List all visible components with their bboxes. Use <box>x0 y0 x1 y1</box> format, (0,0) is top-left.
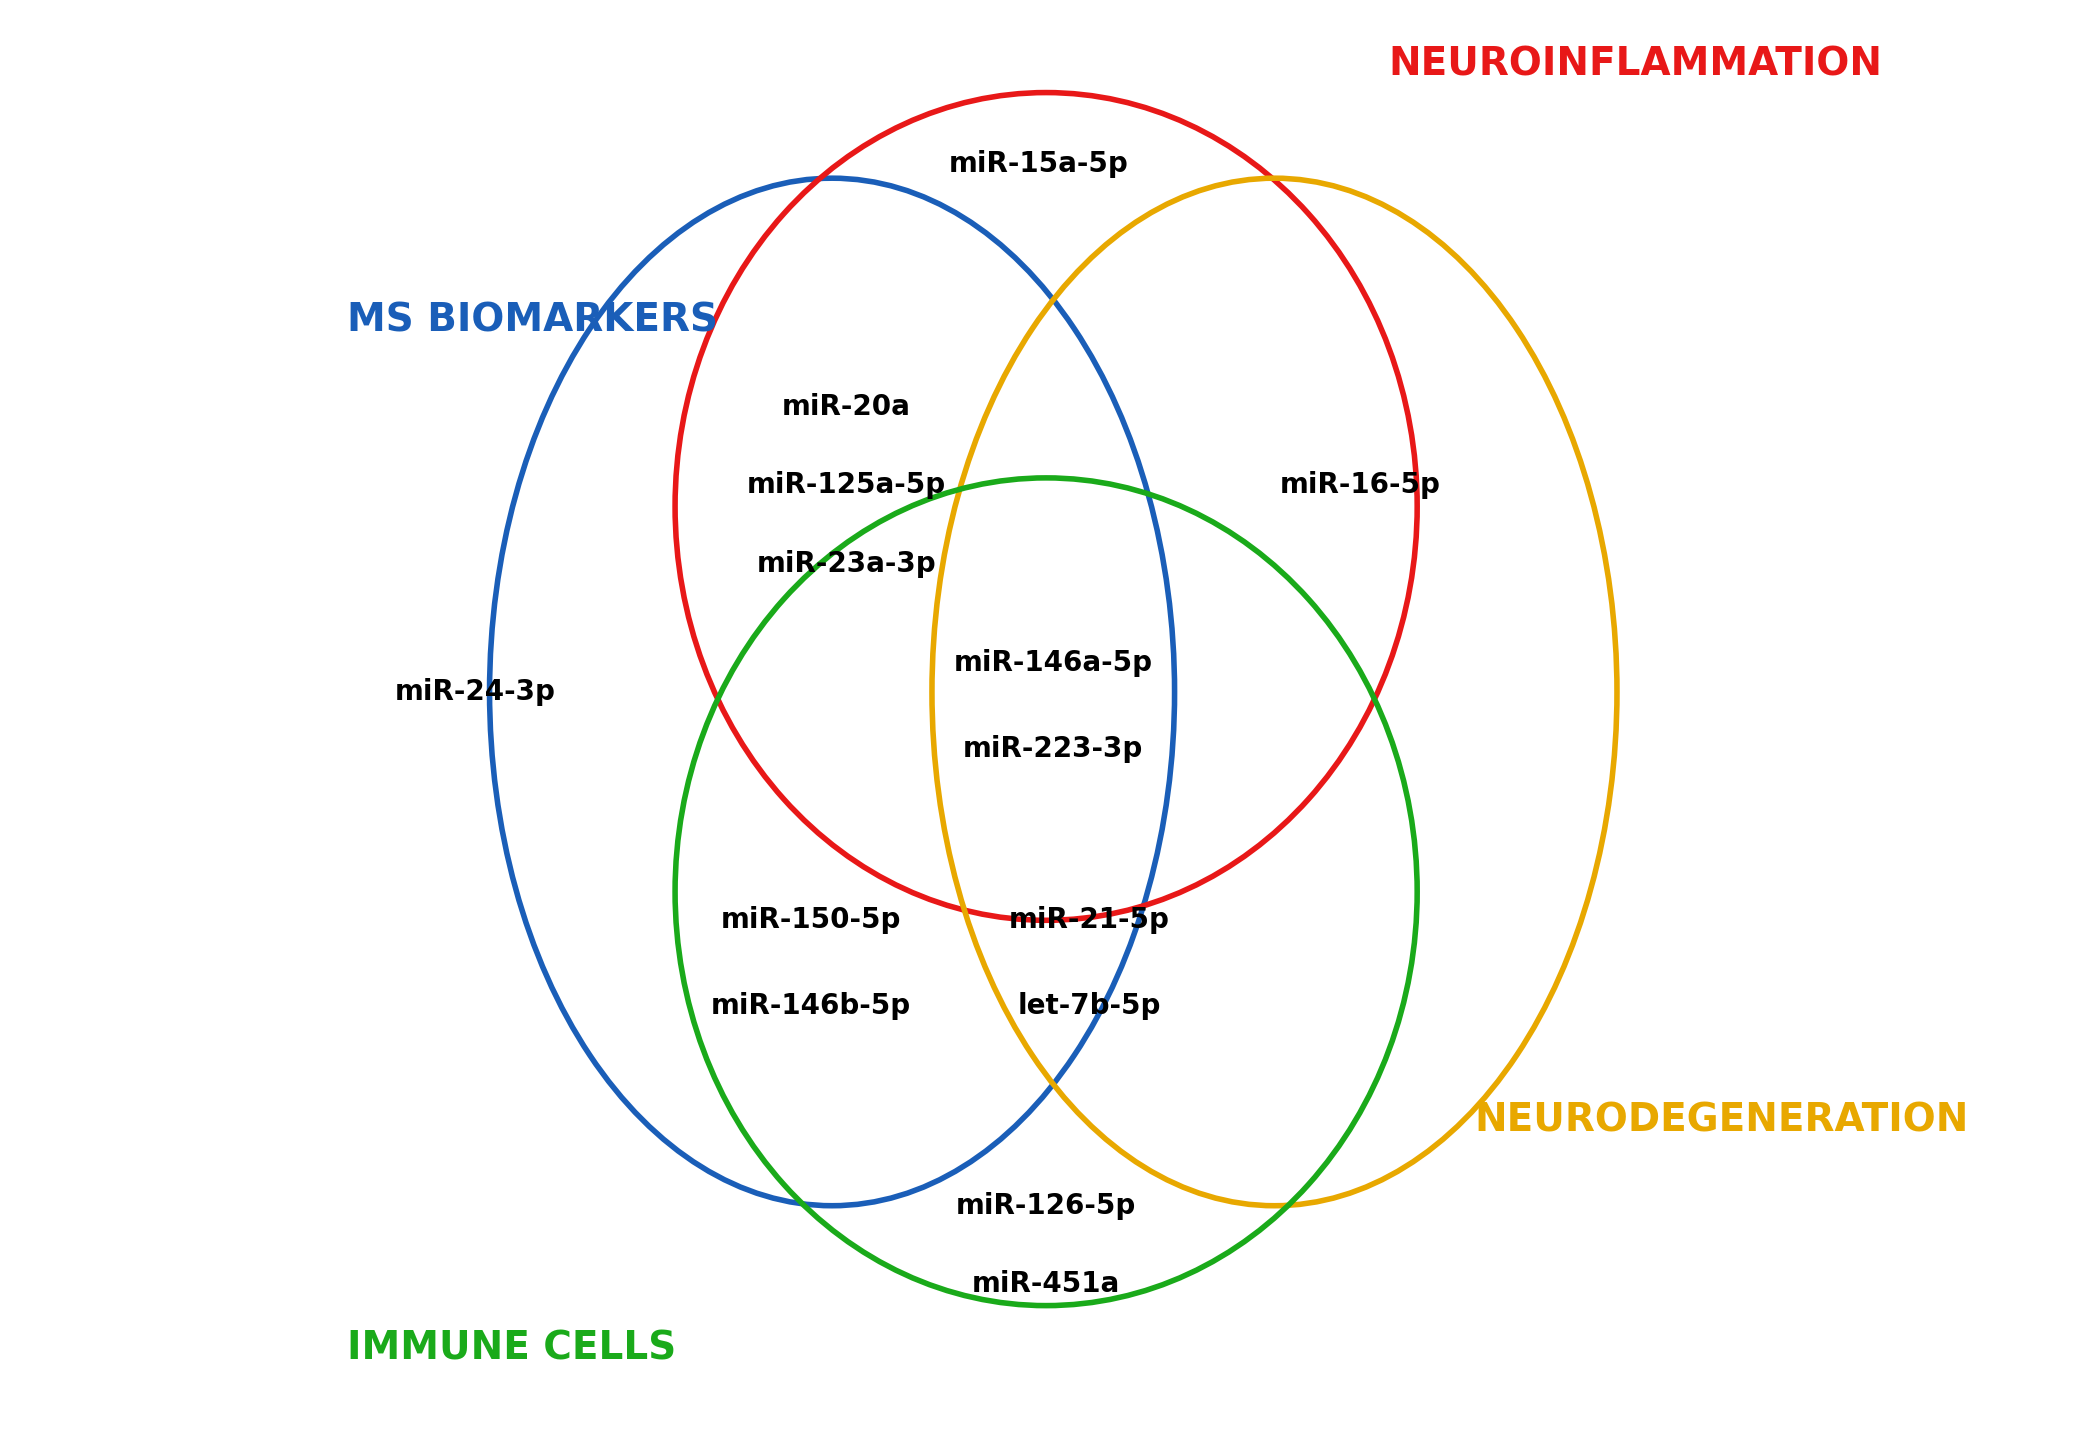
Text: miR-15a-5p: miR-15a-5p <box>950 150 1129 177</box>
Text: miR-223-3p: miR-223-3p <box>963 735 1143 764</box>
Text: NEURODEGENERATION: NEURODEGENERATION <box>1474 1101 1969 1138</box>
Text: miR-21-5p: miR-21-5p <box>1008 906 1168 934</box>
Text: miR-150-5p: miR-150-5p <box>721 906 900 934</box>
Text: miR-126-5p: miR-126-5p <box>956 1192 1137 1219</box>
Text: NEUROINFLAMMATION: NEUROINFLAMMATION <box>1389 45 1884 84</box>
Text: IMMUNE CELLS: IMMUNE CELLS <box>347 1330 676 1368</box>
Text: miR-20a: miR-20a <box>782 392 911 421</box>
Text: miR-451a: miR-451a <box>973 1270 1121 1298</box>
Text: let-7b-5p: let-7b-5p <box>1017 991 1160 1020</box>
Text: MS BIOMARKERS: MS BIOMARKERS <box>347 303 717 340</box>
Text: miR-125a-5p: miR-125a-5p <box>746 471 946 499</box>
Text: miR-24-3p: miR-24-3p <box>395 677 555 706</box>
Text: miR-23a-3p: miR-23a-3p <box>757 549 936 578</box>
Text: miR-146a-5p: miR-146a-5p <box>954 650 1152 677</box>
Text: miR-146b-5p: miR-146b-5p <box>711 991 911 1020</box>
Text: miR-16-5p: miR-16-5p <box>1281 471 1441 499</box>
